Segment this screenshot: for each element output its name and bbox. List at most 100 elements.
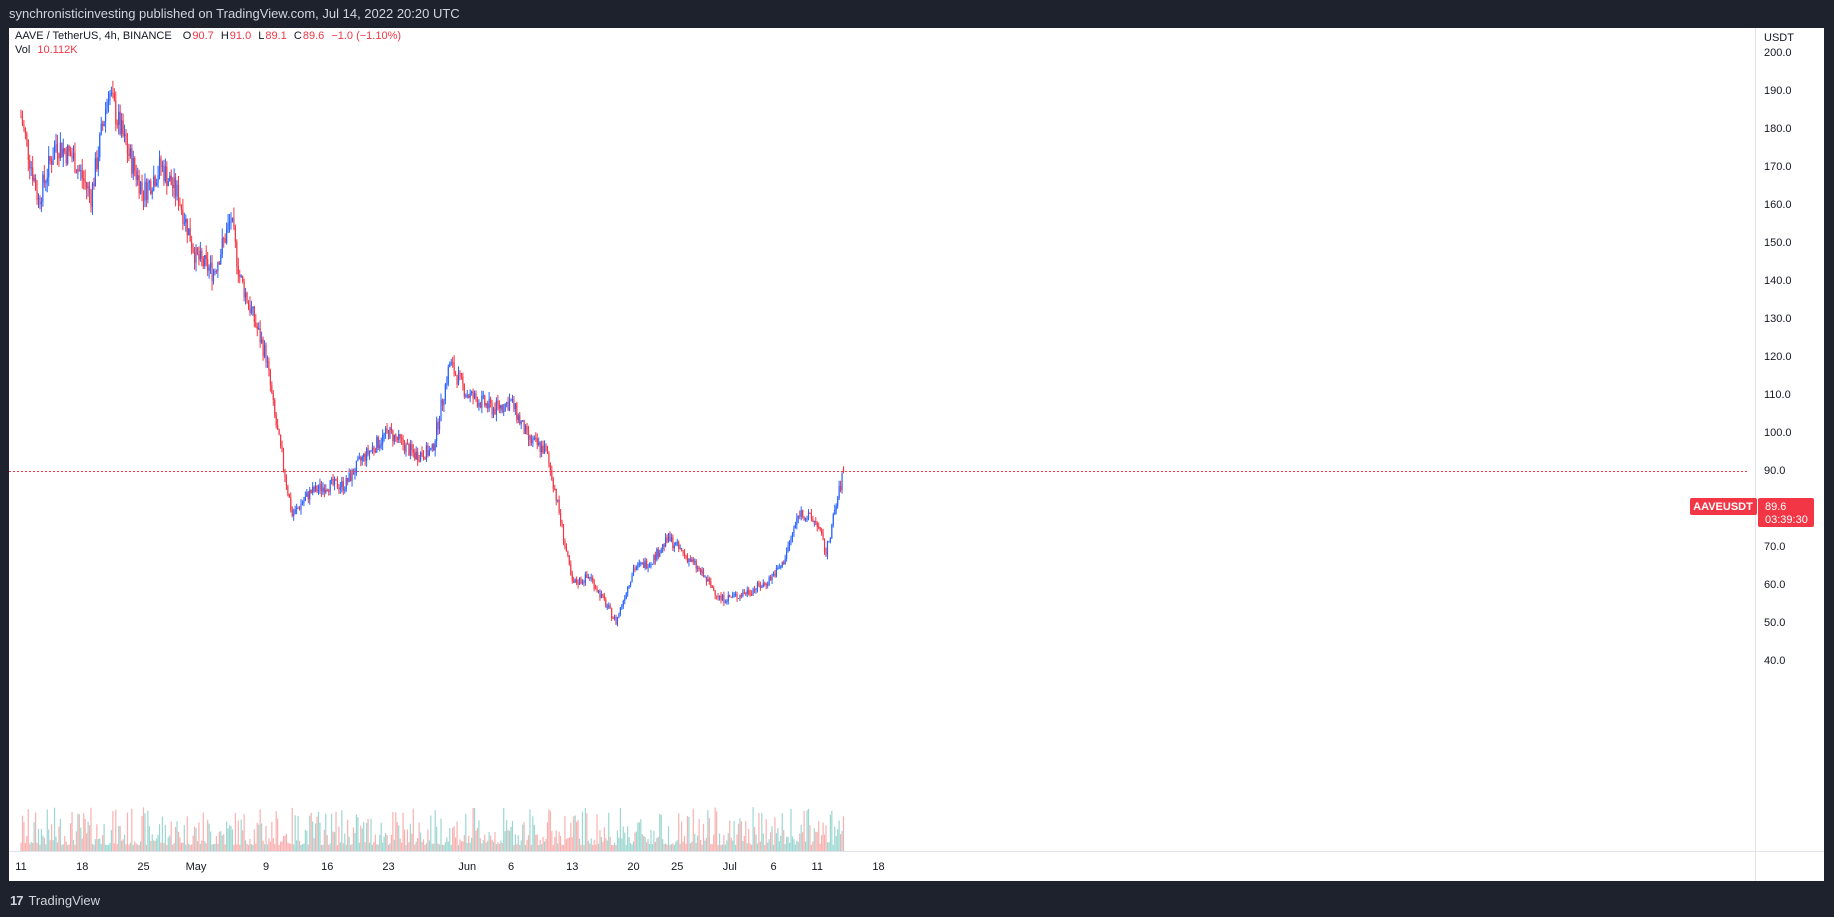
candle-body [726,601,728,603]
candle-body [797,515,799,519]
volume-bar [441,844,444,851]
candle-body [794,525,796,529]
volume-bar [36,842,38,851]
volume-bar [191,844,193,851]
price-axis[interactable]: 210.0200.0190.0180.0170.0160.0150.0140.0… [1764,9,1792,667]
candle-body [233,217,235,228]
candle-body [145,181,148,201]
candle-body [695,561,697,569]
volume-bar [374,834,376,851]
candle-body [125,133,127,145]
candle-body [589,576,591,579]
tradingview-logo[interactable]: 17 TradingView [10,893,100,908]
candle-body [508,400,511,411]
candle-body [714,590,716,596]
candle-body [498,404,500,409]
volume-bar [592,844,594,851]
volume-bar [116,844,118,851]
volume-bar [102,835,104,851]
volume-bar [705,837,708,851]
volume-bar [389,843,391,851]
candle-body [787,546,789,552]
volume-bar [720,844,722,851]
volume-bar [236,844,238,851]
price-tick-label: 90.0 [1764,465,1785,477]
volume-bar [447,841,449,851]
volume-bar [309,815,311,851]
candle-body [454,373,457,376]
volume-bar [226,821,228,851]
volume-bar [839,834,842,851]
candle-body [390,427,393,431]
candle-body [605,599,607,607]
candle-body [577,583,579,585]
candle-body [129,148,131,156]
volume-bar [415,841,417,851]
volume-bar [586,813,588,851]
candle-body [269,370,271,386]
volume-bar [799,833,801,851]
volume-bar [797,842,799,851]
volume-bar [538,844,540,851]
candle-body [415,451,417,460]
candle-body [115,100,117,124]
price-chart[interactable]: 210.0200.0190.0180.0170.0160.0150.0140.0… [9,9,1824,881]
candle-body [285,477,288,487]
candle-body [374,450,376,453]
candle-body [259,328,261,343]
candle-body [32,167,34,181]
candle-body [769,577,772,581]
volume-bar [145,844,148,851]
candle-body [440,399,442,422]
volume-bar [339,842,341,851]
candle-body [829,538,831,542]
candle-body [87,186,89,189]
candle-body [691,559,693,562]
volume-bar [660,815,662,851]
candle-body [597,590,600,592]
candle-body [615,617,617,625]
candle-body [529,435,531,440]
tradingview-logo-icon: 17 [10,893,24,908]
candle-body [758,582,760,586]
volume-bar [161,816,164,851]
volume-bar [742,840,744,851]
candle-body [784,558,786,565]
candle-body [103,121,105,126]
candle-body [436,421,438,442]
candle-body [291,510,293,516]
candle-body [386,428,388,431]
candle-body [609,605,611,609]
time-tick-label: Jul [723,861,737,873]
candle-body [638,563,640,565]
volume-bar [65,841,67,851]
candle-body [618,613,620,618]
candle-body [322,487,324,492]
volume-bar [807,808,810,851]
volume-bar [196,840,199,851]
volume-bar [790,808,792,851]
volume-bar [683,835,686,851]
volume-bar [453,826,455,851]
volume-bar [166,844,168,851]
price-tick-label: 50.0 [1764,617,1785,629]
candle-body [379,445,381,448]
time-axis[interactable]: 11 18 25 May 9 16 23 Jun 6 13 20 25 Jul 6 11 18 [15,861,884,873]
volume-bar [277,818,279,851]
candle-body [294,509,296,514]
volume-bar [473,807,476,851]
volume-bar [233,844,235,851]
candle-body [644,560,646,568]
volume-bar [577,820,579,851]
volume-bar [559,835,562,851]
candle-body [778,567,780,569]
candle-body [118,111,120,125]
candle-body [61,142,63,157]
candle-body [573,580,575,583]
volume-bar [727,833,729,851]
candle-body [524,426,527,434]
candle-body [46,177,48,183]
candle-body [167,181,169,187]
candle-body [788,540,791,547]
volume-bar [608,812,610,851]
